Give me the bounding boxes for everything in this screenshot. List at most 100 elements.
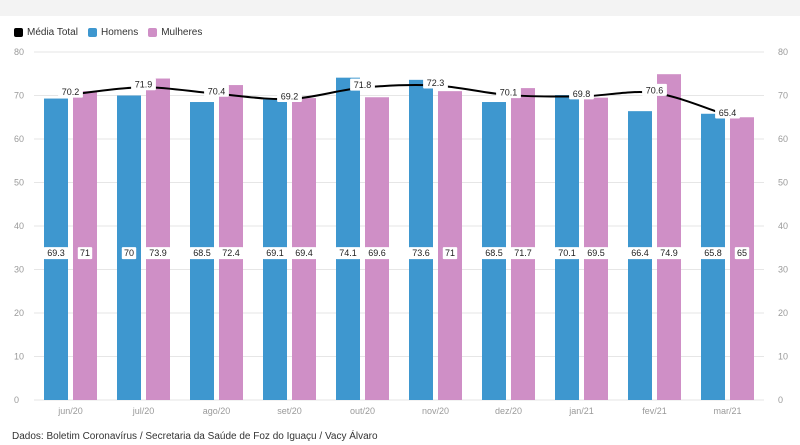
line-label-media-total-bg <box>715 106 740 119</box>
bar-homens <box>336 77 360 400</box>
line-label-media-total: 70.4 <box>208 86 226 96</box>
bar-mulheres <box>146 78 170 400</box>
legend-label-media-total: Média Total <box>27 26 78 38</box>
y-tick-label-right: 70 <box>778 91 788 101</box>
top-strip <box>0 0 800 16</box>
value-label-mulheres: 73.9 <box>149 248 167 258</box>
source-note: Dados: Boletim Coronavírus / Secretaria … <box>12 431 378 442</box>
value-label-mulheres: 69.6 <box>368 248 386 258</box>
x-tick-label: out/20 <box>350 406 375 416</box>
line-label-media-total-bg <box>569 87 594 100</box>
value-label-mulheres-bg <box>364 247 390 260</box>
y-tick-label-left: 70 <box>14 91 24 101</box>
line-label-media-total: 70.1 <box>500 88 518 98</box>
bar-mulheres <box>511 88 535 400</box>
x-tick-label: jan/21 <box>568 406 594 416</box>
value-label-homens-bg <box>335 247 361 260</box>
value-label-mulheres: 65 <box>737 248 747 258</box>
y-tick-label-right: 80 <box>778 47 788 57</box>
value-label-homens-bg <box>189 247 215 260</box>
y-tick-label-right: 50 <box>778 178 788 188</box>
legend-swatch-media-total <box>14 27 23 37</box>
value-label-mulheres: 71 <box>445 248 455 258</box>
value-label-homens-bg <box>481 247 507 260</box>
line-label-media-total-bg <box>350 78 375 91</box>
y-tick-label-left: 20 <box>14 308 24 318</box>
value-label-homens: 69.1 <box>266 248 284 258</box>
value-label-homens: 70.1 <box>558 248 576 258</box>
y-tick-label-left: 60 <box>14 134 24 144</box>
value-label-mulheres: 71 <box>80 248 90 258</box>
line-label-media-total-bg <box>642 83 667 96</box>
value-label-mulheres-bg <box>442 247 458 260</box>
bar-mulheres <box>657 74 681 400</box>
line-label-media-total: 71.9 <box>135 80 153 90</box>
bar-homens <box>409 79 433 400</box>
bar-mulheres <box>438 91 462 401</box>
line-label-media-total: 69.8 <box>573 89 591 99</box>
value-label-mulheres-bg <box>145 247 171 260</box>
value-label-homens: 65.8 <box>704 248 722 258</box>
value-label-homens: 73.6 <box>412 248 430 258</box>
y-tick-label-left: 0 <box>14 395 19 405</box>
legend-item-media-total: Média Total <box>14 27 78 38</box>
y-tick-label-left: 10 <box>14 352 24 362</box>
value-label-homens-bg <box>700 247 726 260</box>
value-label-mulheres: 72.4 <box>222 248 240 258</box>
x-tick-label: jun/20 <box>57 406 83 416</box>
value-label-mulheres: 69.4 <box>295 248 313 258</box>
y-tick-label-left: 80 <box>14 47 24 57</box>
x-tick-label: set/20 <box>277 406 302 416</box>
value-label-homens: 68.5 <box>485 248 503 258</box>
value-label-mulheres: 69.5 <box>587 248 605 258</box>
x-tick-label: mar/21 <box>713 406 741 416</box>
x-tick-label: fev/21 <box>642 406 667 416</box>
x-tick-label: nov/20 <box>422 406 449 416</box>
value-label-homens-bg <box>43 247 69 260</box>
value-label-homens-bg <box>121 247 137 260</box>
line-label-media-total-bg <box>277 89 302 102</box>
legend-item-homens: Homens <box>87 26 139 38</box>
y-tick-label-right: 60 <box>778 134 788 144</box>
x-tick-label: jul/20 <box>132 406 155 416</box>
legend-label-mulheres: Mulheres <box>161 26 203 38</box>
legend-swatch-homens <box>87 27 97 37</box>
bar-mulheres <box>219 85 243 400</box>
legend-label-homens: Homens <box>100 26 139 38</box>
y-tick-label-right: 20 <box>778 308 788 318</box>
value-label-mulheres-bg <box>510 247 536 260</box>
x-tick-label: ago/20 <box>203 406 231 416</box>
value-label-mulheres-bg <box>218 247 244 260</box>
line-label-media-total: 72.3 <box>427 78 445 88</box>
value-label-mulheres-bg <box>583 247 609 260</box>
value-label-mulheres: 74.9 <box>660 248 678 258</box>
y-tick-label-right: 30 <box>778 265 788 275</box>
line-label-media-total-bg <box>496 86 521 99</box>
line-label-media-total-bg <box>58 85 83 98</box>
value-label-homens: 68.5 <box>193 248 211 258</box>
value-label-mulheres-bg <box>734 247 750 260</box>
line-label-media-total: 71.8 <box>354 80 372 90</box>
chart-legend: Média Total Homens Mulheres <box>14 25 202 39</box>
line-label-media-total: 70.2 <box>62 87 80 97</box>
value-label-homens: 70 <box>124 248 134 258</box>
value-label-homens: 69.3 <box>47 248 65 258</box>
line-label-media-total-bg <box>423 76 448 89</box>
y-tick-label-left: 50 <box>14 178 24 188</box>
bar-mulheres <box>73 91 97 401</box>
line-label-media-total: 69.2 <box>281 91 299 101</box>
line-media-total <box>70 84 728 117</box>
y-tick-label-right: 0 <box>778 395 783 405</box>
line-label-media-total-bg <box>131 78 156 91</box>
line-label-media-total-bg <box>204 84 229 97</box>
value-label-homens-bg <box>262 247 288 260</box>
value-label-homens-bg <box>408 247 434 260</box>
y-tick-label-left: 40 <box>14 221 24 231</box>
y-tick-label-left: 30 <box>14 265 24 275</box>
value-label-mulheres-bg <box>77 247 93 260</box>
value-label-mulheres: 71.7 <box>514 248 532 258</box>
x-tick-label: dez/20 <box>495 406 522 416</box>
legend-item-mulheres: Mulheres <box>148 27 202 38</box>
line-label-media-total: 70.6 <box>646 85 664 95</box>
